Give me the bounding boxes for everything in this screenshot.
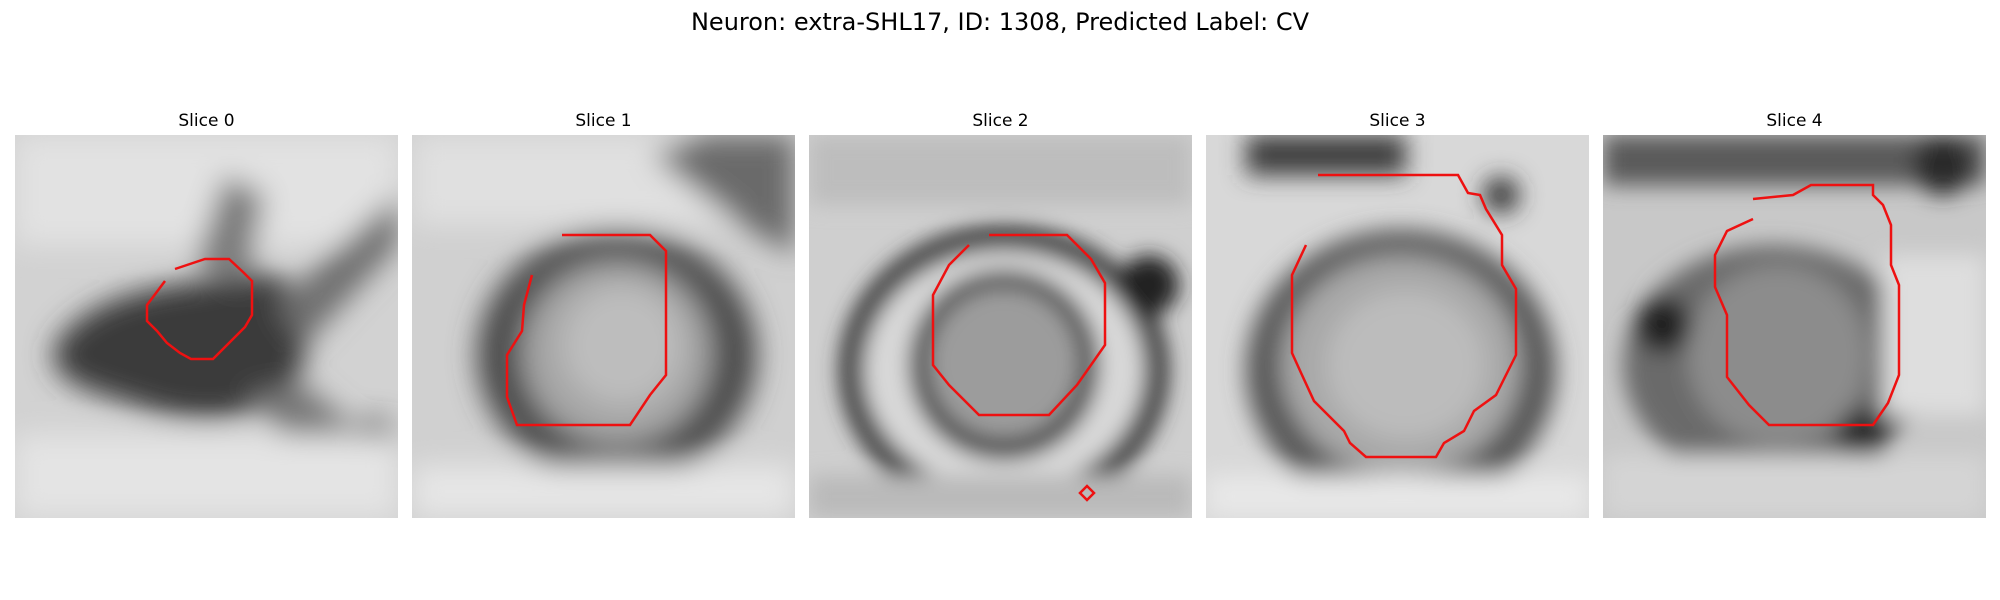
slice-image-0	[15, 135, 398, 518]
slice-artifact-2	[1078, 484, 1096, 502]
slice-panel-2: Slice 2	[809, 110, 1192, 518]
slice-image-2	[809, 135, 1192, 518]
slice-title-4: Slice 4	[1766, 111, 1823, 131]
slice-panel-4: Slice 4	[1603, 110, 1986, 518]
slice-contour-3	[1290, 173, 1518, 459]
slice-title-0: Slice 0	[178, 111, 235, 131]
slice-image-4	[1603, 135, 1986, 518]
slice-contour-0	[145, 257, 254, 361]
slice-panel-1: Slice 1	[412, 110, 795, 518]
slice-title-1: Slice 1	[575, 111, 632, 131]
figure-title: Neuron: extra-SHL17, ID: 1308, Predicted…	[690, 8, 1310, 36]
slice-contour-1	[505, 233, 668, 427]
slice-panel-3: Slice 3	[1206, 110, 1589, 518]
slice-image-1	[412, 135, 795, 518]
slice-title-2: Slice 2	[972, 111, 1029, 131]
slice-image-3	[1206, 135, 1589, 518]
slice-contour-4	[1713, 183, 1901, 427]
slice-title-3: Slice 3	[1369, 111, 1426, 131]
slice-contour-2	[931, 233, 1107, 417]
slice-panel-0: Slice 0	[15, 110, 398, 518]
